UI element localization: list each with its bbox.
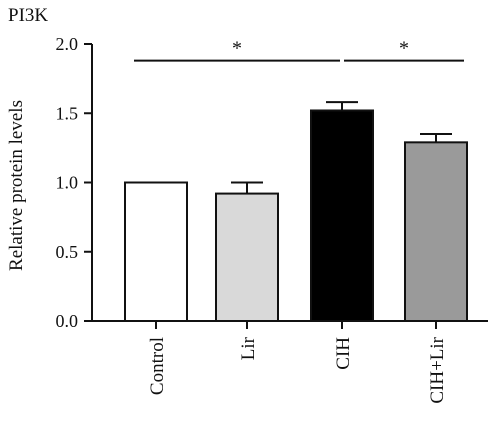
y-tick-label: 1.5: [56, 103, 79, 123]
y-tick-label: 0.0: [56, 311, 79, 331]
y-axis-label: Relative protein levels: [6, 100, 27, 271]
bar-control: [124, 181, 188, 322]
x-tick-label: Control: [147, 337, 168, 395]
bar-lir: [215, 192, 279, 322]
y-tick-label: 2.0: [56, 34, 79, 54]
significance-label: *: [399, 38, 409, 60]
x-tick-label: CIH: [333, 337, 354, 370]
x-tick-label: CIH+Lir: [427, 336, 448, 403]
chart-title: PI3K: [8, 5, 49, 26]
significance-label: *: [232, 38, 242, 60]
bar-cih-lir: [404, 141, 468, 322]
bar-cih: [310, 109, 374, 323]
x-tick-label: Lir: [238, 336, 259, 360]
y-tick-label: 0.5: [56, 242, 79, 262]
y-tick-label: 1.0: [56, 173, 79, 193]
